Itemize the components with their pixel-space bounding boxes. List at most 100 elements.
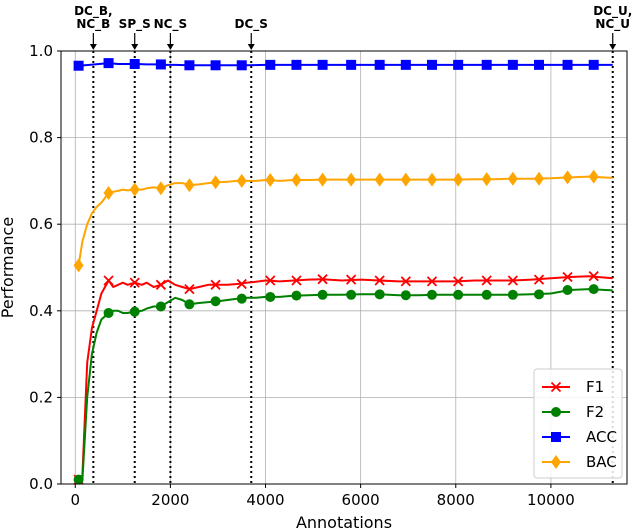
y-axis-label: Performance bbox=[0, 217, 17, 318]
x-stroke bbox=[426, 276, 438, 287]
marker-arrow-head bbox=[609, 44, 617, 50]
marker-label: DC_U, bbox=[593, 4, 632, 19]
y-tick-label: 0.0 bbox=[29, 475, 53, 493]
legend-label-f1: F1 bbox=[586, 378, 604, 396]
legend-marker-acc bbox=[551, 432, 561, 442]
series-bac-point bbox=[453, 172, 464, 187]
series-f2-point bbox=[374, 289, 385, 300]
plot-frame bbox=[60, 50, 628, 485]
x-axis-ticks: 0 2000 4000 6000 8000 10000 bbox=[70, 484, 575, 509]
series-f1-point bbox=[103, 275, 114, 286]
series-f1-point bbox=[562, 271, 573, 283]
series-acc-point bbox=[346, 59, 357, 70]
x-stroke bbox=[562, 271, 573, 283]
marker-arrow-head bbox=[89, 44, 97, 50]
x-stroke bbox=[550, 381, 562, 393]
series-bac-point bbox=[317, 172, 328, 187]
x-stroke bbox=[210, 279, 221, 290]
marker-arrow-head bbox=[247, 44, 255, 50]
series-f2-point bbox=[317, 289, 328, 300]
series-acc-point bbox=[73, 60, 84, 71]
series-acc-point bbox=[129, 58, 140, 69]
x-stroke bbox=[507, 275, 518, 286]
x-stroke bbox=[265, 275, 276, 286]
series-f1-point bbox=[588, 271, 599, 282]
x-tick-label: 4000 bbox=[246, 491, 284, 509]
series-f1-point bbox=[210, 279, 221, 290]
series-acc-point bbox=[426, 59, 437, 70]
series-bac-point bbox=[73, 258, 84, 273]
x-stroke bbox=[345, 274, 357, 285]
series-f2-point bbox=[210, 296, 221, 307]
x-stroke bbox=[481, 275, 492, 286]
y-tick-label: 0.4 bbox=[29, 302, 53, 320]
marker-label: DC_B, bbox=[74, 4, 112, 19]
series-f1-point bbox=[236, 278, 247, 290]
y-tick-label: 0.2 bbox=[29, 388, 53, 406]
legend-marker-bac bbox=[551, 455, 561, 469]
x-stroke bbox=[103, 275, 114, 286]
marker-arrow-head bbox=[166, 44, 174, 50]
y-tick-label: 0.8 bbox=[29, 129, 53, 147]
series-acc-point bbox=[588, 59, 599, 70]
series-acc-point bbox=[453, 59, 464, 70]
series-acc-point bbox=[210, 60, 221, 71]
series-bac-point bbox=[155, 181, 166, 196]
series-f1-point bbox=[291, 275, 302, 286]
series-f2-point bbox=[73, 474, 84, 485]
marker-label: DC_S bbox=[235, 17, 268, 32]
series-f2-point bbox=[426, 289, 437, 300]
series-f1-point bbox=[533, 274, 545, 285]
series-f2-point bbox=[588, 284, 599, 295]
x-stroke bbox=[453, 276, 464, 287]
series-acc-point bbox=[562, 59, 573, 70]
series-f1-point bbox=[400, 276, 411, 287]
series-f2-point bbox=[155, 301, 166, 312]
x-stroke bbox=[533, 274, 545, 285]
legend-box bbox=[533, 368, 623, 479]
x-stroke bbox=[588, 271, 599, 282]
series-bac-point bbox=[265, 173, 276, 188]
x-tick-label: 0 bbox=[70, 491, 80, 509]
series-f1-point bbox=[317, 274, 328, 285]
x-stroke bbox=[400, 276, 411, 287]
series-acc-point bbox=[103, 58, 114, 69]
series-acc-point bbox=[291, 59, 302, 70]
series-bac-point bbox=[184, 178, 195, 193]
series-bac bbox=[73, 169, 613, 273]
series-bac-point bbox=[534, 171, 545, 186]
annotation-marker-labels: DC_B,NC_B SP_S NC_S DC_S DC_U,NC_U bbox=[74, 4, 632, 50]
series-acc-point bbox=[534, 59, 545, 70]
series-f2-point bbox=[562, 285, 573, 296]
series-acc bbox=[73, 58, 613, 71]
x-tick-label: 8000 bbox=[437, 491, 475, 509]
x-stroke bbox=[317, 274, 328, 285]
x-axis-label: Annotations bbox=[296, 513, 392, 531]
series-f1-point bbox=[265, 275, 276, 286]
series-acc-point bbox=[481, 59, 492, 70]
marker-label: NC_U bbox=[595, 17, 630, 32]
series-acc-point bbox=[507, 59, 518, 70]
y-tick-label: 1.0 bbox=[29, 42, 53, 60]
series-f1-point bbox=[481, 275, 492, 286]
series-acc-point bbox=[184, 60, 195, 71]
series-bac-point bbox=[426, 172, 437, 187]
series-f2-point bbox=[534, 289, 545, 300]
marker-label: SP_S bbox=[119, 17, 151, 32]
series-bac-point bbox=[346, 172, 357, 187]
series-acc-point bbox=[317, 59, 328, 70]
x-stroke bbox=[236, 278, 247, 290]
legend: F1 F2 ACC BAC bbox=[533, 368, 623, 479]
series-f1-point bbox=[129, 277, 140, 288]
series-bac-point bbox=[291, 173, 302, 188]
y-axis-ticks: 0.0 0.2 0.4 0.6 0.8 1.0 bbox=[29, 42, 61, 493]
x-tick-label: 6000 bbox=[342, 491, 380, 509]
series-f2 bbox=[73, 284, 613, 485]
x-stroke bbox=[291, 275, 302, 286]
x-tick-label: 10000 bbox=[527, 491, 575, 509]
x-stroke bbox=[155, 279, 167, 290]
series-bac-point bbox=[562, 170, 573, 185]
series-f2-point bbox=[184, 299, 195, 310]
series-bac-point bbox=[400, 172, 411, 187]
